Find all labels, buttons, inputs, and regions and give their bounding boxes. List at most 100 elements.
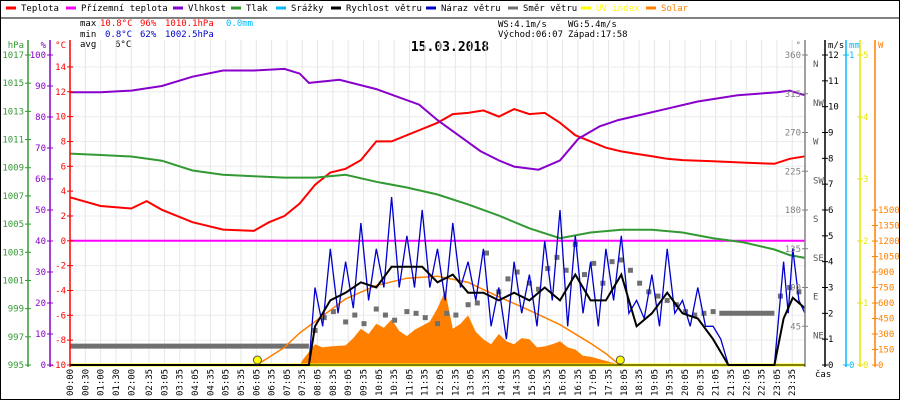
axis-tick-label: 1017 — [2, 51, 24, 61]
wind-direction-point — [796, 289, 802, 295]
rain-axis: mm 0 1 — [843, 40, 860, 371]
wind-direction-point — [505, 276, 511, 282]
wind-direction-point — [330, 309, 336, 315]
axis-tick-label: 1200 — [878, 237, 900, 247]
legend-item: Náraz větru — [426, 4, 501, 14]
axis-tick-label: 10 — [828, 103, 839, 113]
axis-direction-label: W — [813, 138, 819, 148]
stat-avg-label: avg — [80, 40, 96, 50]
stat-max-temp: 10.8°C — [100, 19, 133, 29]
x-tick-label: 13:05 — [467, 369, 477, 396]
x-tick-label: 17:05 — [589, 369, 599, 396]
axis-tick-label: 225 — [785, 167, 801, 177]
axis-tick-label: 8 — [828, 154, 833, 164]
stat-max-press: 1010.1hPa — [165, 19, 214, 29]
axis-tick-label: 1013 — [2, 107, 24, 117]
axis-tick-label: 750 — [878, 284, 894, 294]
x-tick-label: 08:05 — [314, 369, 324, 396]
axis-direction-label: S — [813, 215, 818, 225]
x-tick-label: 03:05 — [160, 369, 170, 396]
x-tick-label: 15:05 — [528, 369, 538, 396]
axis-tick-label: 180 — [785, 206, 801, 216]
axis-tick-label: 1 — [863, 299, 868, 309]
axis-tick-label: 1015 — [2, 79, 24, 89]
x-tick-label: 20:35 — [696, 369, 706, 396]
x-tick-label: 02:00 — [127, 369, 137, 396]
axis-direction-label: E — [813, 293, 818, 303]
x-tick-label: 06:35 — [268, 369, 278, 396]
x-tick-label: 19:35 — [666, 369, 676, 396]
axis-tick-label: 999 — [8, 305, 24, 315]
axis-tick-label: 0 — [878, 361, 883, 371]
x-tick-label: 22:35 — [758, 369, 768, 396]
wind-direction-point — [422, 315, 428, 321]
x-tick-label: 18:05 — [620, 369, 630, 396]
legend-item: Solar — [646, 4, 689, 14]
axis-tick-label: 70 — [35, 144, 46, 154]
stats-block: max 10.8°C 96% 1010.1hPa 0.0mm min 0.8°C… — [80, 19, 628, 50]
wind-direction-point — [392, 317, 398, 323]
axis-tick-label: 5 — [863, 51, 868, 61]
axis-tick-label: 1003 — [2, 248, 24, 258]
stat-min-hum: 62% — [140, 30, 157, 40]
pressure-axis: hPa 995 997 999 1001 1003 1005 1007 1009 1011 1013… — [2, 40, 31, 371]
legend-label: Solar — [661, 4, 689, 14]
legend-label: Směr větru — [523, 4, 577, 14]
stat-sunset: Západ:17:58 — [568, 30, 628, 40]
wind-direction-point — [496, 289, 502, 295]
wind-direction-point — [618, 257, 624, 263]
x-tick-label: 10:05 — [375, 369, 385, 396]
axis-tick-label: 9 — [828, 129, 833, 139]
wind-direction-point — [404, 309, 410, 315]
sun-marker — [252, 355, 262, 365]
wind-direction-point — [554, 254, 560, 260]
wind-direction-point — [343, 319, 349, 325]
x-tick-label: 18:35 — [635, 369, 645, 396]
wind-direction-point — [474, 300, 480, 306]
wind-direction-point — [514, 269, 520, 275]
grid: 00:00 00:30 01:00 01:30 02:00 02:35 03:05 03:35… — [66, 40, 805, 396]
legend-item: UV index — [581, 4, 640, 14]
x-tick-label: 11:35 — [421, 369, 431, 396]
wind-direction-point — [435, 321, 440, 327]
wind-direction-point — [591, 260, 597, 266]
axis-tick-label: -2 — [55, 262, 66, 272]
axis-unit: W — [878, 41, 884, 51]
axis-tick-label: 1 — [849, 51, 854, 61]
x-tick-label: 13:35 — [482, 369, 492, 396]
axis-tick-label: 1005 — [2, 220, 24, 230]
axis-tick-label: 0 — [828, 361, 833, 371]
x-tick-label: 11:05 — [405, 369, 415, 396]
legend-item: Srážky — [276, 4, 324, 14]
axis-unit: °C — [55, 41, 66, 51]
legend-label: Teplota — [21, 4, 59, 14]
axis-tick-label: 11 — [828, 77, 839, 87]
stat-max-rain: 0.0mm — [226, 19, 253, 29]
x-tick-label: 02:35 — [145, 369, 155, 396]
axis-tick-label: 90 — [35, 82, 46, 92]
x-tick-label: 19:05 — [650, 369, 660, 396]
x-tick-label: 00:00 — [66, 369, 76, 396]
axis-tick-label: 40 — [35, 237, 46, 247]
x-tick-label: 14:05 — [497, 369, 507, 396]
stat-min-label: min — [80, 30, 96, 40]
axis-direction-label: N — [813, 60, 818, 70]
axis-tick-label: 100 — [30, 51, 46, 61]
wind-direction-point — [664, 297, 670, 303]
wind-direction-point — [413, 310, 419, 316]
wind-direction-point — [444, 310, 450, 316]
x-tick-label: 23:05 — [773, 369, 783, 396]
wind-direction-point — [609, 259, 615, 265]
sun-marker — [615, 355, 625, 365]
stat-min-temp: 0.8°C — [105, 30, 132, 40]
x-axis-label: čas — [815, 369, 831, 380]
axis-tick-label: 90 — [790, 284, 801, 294]
axis-tick-label: 2 — [863, 237, 868, 247]
axis-tick-label: 3 — [828, 284, 833, 294]
uv-axis: 0 1 2 3 4 5 — [857, 40, 868, 371]
wind-direction-point — [484, 250, 489, 256]
x-tick-label: 14:35 — [513, 369, 523, 396]
x-tick-label: 21:05 — [712, 369, 722, 396]
axis-tick-label: 12 — [828, 51, 839, 61]
axis-tick-label: 3 — [863, 175, 868, 185]
